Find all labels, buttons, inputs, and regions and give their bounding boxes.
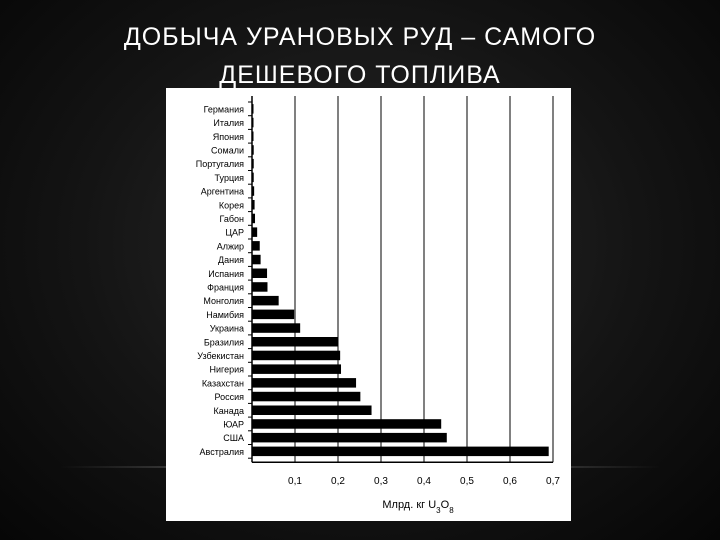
category-label: Аргентина <box>201 187 244 197</box>
bar <box>252 432 447 443</box>
bar <box>252 364 342 374</box>
category-label: Украина <box>210 324 244 334</box>
uranium-reserves-bar-chart: Германия Италия Япония Сомали Португалия Турц… <box>196 96 560 515</box>
category-label: Португалия <box>196 159 244 169</box>
x-tick-label: 0,5 <box>460 476 474 487</box>
bar <box>252 200 255 210</box>
category-label: Австралия <box>200 447 245 457</box>
category-label: Корея <box>219 200 244 210</box>
category-label: Монголия <box>203 296 244 306</box>
bar <box>252 227 258 237</box>
bar <box>252 158 254 169</box>
bar <box>252 186 255 196</box>
bar <box>252 309 295 320</box>
chart-panel: Германия Италия Япония Сомали Португалия Турц… <box>166 88 571 521</box>
x-tick-labels: 0,1 0,2 0,3 0,4 0,5 0,6 0,7 <box>288 476 560 487</box>
bar <box>252 323 301 333</box>
bar <box>252 419 442 429</box>
bar <box>252 213 256 224</box>
axes <box>248 96 553 463</box>
category-label: Испания <box>208 269 244 279</box>
x-tick-label: 0,2 <box>331 476 345 487</box>
category-label: Казахстан <box>202 378 244 388</box>
category-label: Канада <box>214 406 244 416</box>
category-label: Алжир <box>217 241 244 251</box>
bar <box>252 145 254 155</box>
bars <box>252 104 549 457</box>
category-label: Турция <box>215 173 245 183</box>
category-label: Нигерия <box>209 365 244 375</box>
category-label: Япония <box>213 132 244 142</box>
bar <box>252 378 357 388</box>
bar <box>252 405 372 415</box>
slide-title-line-1: ДОБЫЧА УРАНОВЫХ РУД – САМОГО <box>123 23 597 51</box>
x-tick-label: 0,4 <box>417 476 431 487</box>
x-tick-label: 0,7 <box>546 476 560 487</box>
x-tick-label: 0,1 <box>288 476 302 487</box>
x-tick-label: 0,6 <box>503 476 517 487</box>
slide-title-line-2: ДЕШЕВОГО ТОПЛИВА <box>219 61 501 89</box>
category-label: США <box>223 433 244 443</box>
category-label: Франция <box>207 282 244 292</box>
bar <box>252 350 341 361</box>
category-label: Россия <box>214 392 244 402</box>
x-tick-label: 0,3 <box>374 476 388 487</box>
category-label: Узбекистан <box>197 351 244 361</box>
bar <box>252 391 361 402</box>
category-labels: Германия Италия Япония Сомали Португалия Турц… <box>196 104 244 457</box>
category-label: Италия <box>213 118 244 128</box>
category-label: Дания <box>218 255 244 265</box>
bar <box>252 337 338 347</box>
category-label: Намибия <box>206 310 244 320</box>
bar <box>252 295 279 306</box>
slide-title: ДОБЫЧА УРАНОВЫХ РУД – САМОГО ДЕШЕВОГО ТО… <box>0 18 720 94</box>
x-axis-label: Млрд. кг U3O8 <box>382 499 454 515</box>
bar <box>252 254 261 265</box>
bar <box>252 268 268 278</box>
bar <box>252 446 549 457</box>
category-label: Германия <box>204 104 244 114</box>
category-label: ЦАР <box>225 228 244 238</box>
category-label: Габон <box>219 214 244 224</box>
category-label: ЮАР <box>223 419 244 429</box>
category-label: Сомали <box>211 145 244 155</box>
bar <box>252 241 260 251</box>
category-label: Бразилия <box>204 337 244 347</box>
bar <box>252 172 254 183</box>
bar <box>252 282 268 292</box>
